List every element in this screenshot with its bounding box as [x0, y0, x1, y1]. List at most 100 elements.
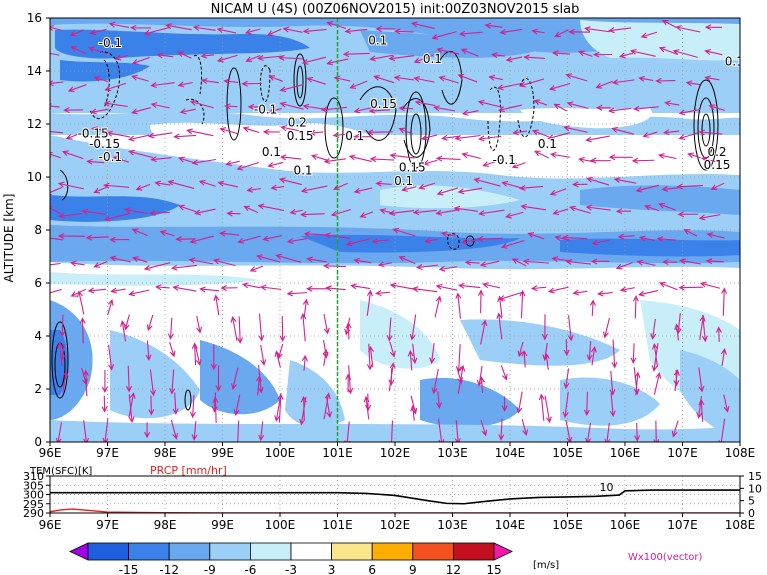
- wind-vector: [458, 30, 483, 37]
- wind-vector: [656, 236, 676, 243]
- x-tick-label: 105E: [552, 446, 583, 460]
- wind-vector: [106, 130, 131, 138]
- wind-vector: [411, 343, 418, 365]
- wind-vector: [177, 81, 193, 88]
- surface-x-tick-label: 100E: [265, 518, 296, 532]
- wind-vector: [500, 365, 508, 381]
- wind-vector: [440, 231, 456, 238]
- wind-vector: [144, 422, 151, 439]
- colorbar-swatch: [209, 542, 251, 561]
- wind-vector: [323, 158, 346, 165]
- wind-vector: [498, 418, 505, 441]
- wind-vector: [497, 295, 504, 318]
- contour-label: 0.15: [704, 158, 731, 172]
- wind-vector: [302, 28, 327, 35]
- wind-vector: [108, 344, 115, 371]
- wind-vector: [578, 50, 593, 57]
- wind-vector: [723, 394, 730, 413]
- contour-label: 0.1: [538, 137, 557, 151]
- wind-vector: [461, 152, 481, 160]
- wind-vector: [236, 162, 259, 171]
- precip-tick-label: 0: [748, 507, 755, 520]
- wind-vector: [638, 75, 654, 82]
- wind-vector: [50, 186, 63, 196]
- wind-vector: [178, 156, 194, 164]
- wind-vector: [519, 78, 545, 88]
- wind-vector: [541, 314, 548, 341]
- wind-vector: [101, 395, 108, 413]
- wind-vector: [126, 365, 132, 393]
- wind-vector: [671, 420, 679, 438]
- wind-vector: [104, 82, 126, 92]
- wind-vector: [128, 134, 150, 142]
- wind-vector: [257, 55, 284, 61]
- wind-vector: [567, 315, 574, 342]
- wind-vector: [590, 258, 610, 265]
- wind-vector: [543, 352, 550, 370]
- y-tick-label: 14: [27, 64, 42, 78]
- surface-x-tick-label: 107E: [667, 518, 698, 532]
- wind-vector: [566, 101, 589, 109]
- wind-vector: [194, 208, 216, 216]
- wind-vector: [551, 50, 571, 57]
- wind-vector: [108, 21, 130, 28]
- contour-label: 0.2: [288, 116, 307, 130]
- surface-panel: TEM(SFC)[K] PRCP [mm/hr] 10 290295300305…: [23, 464, 762, 532]
- wind-vector: [478, 209, 505, 217]
- wind-vector: [658, 202, 676, 211]
- wind-vector: [544, 395, 552, 424]
- wind-vector: [112, 155, 130, 163]
- wind-vector: [611, 79, 635, 86]
- wind-vector: [278, 177, 302, 186]
- wind-vector: [167, 317, 174, 340]
- wind-vector: [401, 186, 417, 192]
- wind-vector: [704, 24, 722, 31]
- wind-vector: [457, 364, 466, 394]
- wind-vector: [523, 54, 545, 61]
- wind-vector: [191, 421, 198, 441]
- wind-vector: [604, 422, 611, 442]
- wind-vector: [148, 395, 155, 416]
- wind-vector: [496, 82, 524, 91]
- colorbar-unit: [m/s]: [533, 560, 559, 571]
- contour-label: -0.1: [493, 153, 516, 167]
- wind-vector: [662, 129, 680, 136]
- wind-vector: [57, 232, 85, 239]
- y-tick-label: 16: [27, 11, 42, 25]
- wind-vector: [678, 284, 703, 291]
- precip-tick-label: 15: [748, 470, 762, 483]
- wind-vector: [249, 265, 264, 272]
- colorbar: -15 -12 -9 -6 -3 3 6 9 12 15 [m/s] Wx100(vector): [69, 542, 703, 575]
- surface-x-tick-label: 97E: [96, 518, 119, 532]
- wind-vector: [499, 28, 523, 35]
- colorbar-level-label: 9: [409, 563, 417, 575]
- wind-vector: [59, 314, 66, 337]
- wind-vector: [219, 127, 238, 135]
- wind-vector: [213, 294, 220, 316]
- y-tick-label: 6: [34, 276, 42, 290]
- wind-vector: [245, 55, 261, 63]
- wind-vector: [325, 285, 346, 292]
- wind-vector: [461, 109, 479, 116]
- wind-vector: [63, 107, 83, 114]
- wind-vector: [255, 374, 262, 396]
- wind-vector: [418, 182, 436, 190]
- wind-vector: [683, 229, 698, 237]
- wind-vector: [568, 28, 590, 35]
- wind-vector: [212, 396, 219, 423]
- wind-vector: [268, 75, 283, 82]
- wind-vector: [431, 368, 439, 395]
- wind-vector: [672, 49, 698, 58]
- wind-vector: [154, 180, 171, 187]
- temperature-line: [50, 489, 740, 505]
- wind-vector: [373, 75, 395, 84]
- wind-vector: [618, 52, 634, 59]
- wind-vector: [453, 205, 478, 212]
- wind-vector: [549, 188, 567, 196]
- wind-vector: [189, 395, 196, 419]
- contour-label: 0.1: [345, 129, 364, 143]
- wind-vector: [583, 26, 610, 33]
- wind-vector: [650, 318, 657, 340]
- wind-vector: [658, 46, 678, 55]
